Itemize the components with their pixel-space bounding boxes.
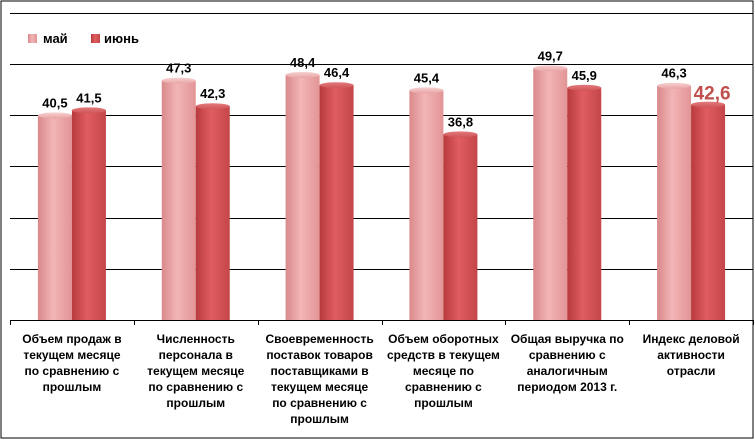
- category-label: Своевременность поставок товаров поставщик…: [265, 332, 373, 426]
- data-label: 48,4: [290, 55, 316, 70]
- category-label: Индекс деловой активности отрасли: [643, 332, 740, 378]
- data-label: 41,5: [76, 90, 101, 105]
- bar-june-4: [567, 84, 602, 320]
- gridlines: [10, 13, 753, 270]
- category-labels: Объем продаж в текущем месяце по сравнению…: [22, 332, 739, 426]
- legend-swatch: [28, 34, 37, 43]
- bars: [37, 65, 726, 321]
- category-label: Общая выручка по сравнению с аналогичным пе…: [511, 332, 624, 394]
- bar-may-4: [533, 65, 568, 320]
- bar-june-0: [71, 107, 106, 320]
- bar-june-1: [195, 103, 230, 321]
- data-label: 42,3: [200, 86, 225, 101]
- category-label: Объем оборотных средств в текущем месяце п…: [387, 332, 500, 410]
- data-label: 47,3: [166, 61, 191, 76]
- bar-may-1: [161, 77, 196, 321]
- category-axis: [10, 320, 754, 325]
- data-label: 46,3: [661, 66, 686, 81]
- bar-june-3: [443, 131, 478, 320]
- legend-swatch: [91, 34, 100, 43]
- data-label: 45,4: [414, 70, 440, 85]
- bar-june-2: [319, 82, 354, 320]
- legend-item-june: июнь: [91, 31, 139, 46]
- bar-june-5: [691, 101, 726, 320]
- legend: май июнь: [28, 31, 139, 46]
- data-label: 42,6: [694, 84, 731, 105]
- legend-label: июнь: [104, 31, 139, 46]
- category-label: Объем продаж в текущем месяце по сравнению…: [22, 332, 121, 394]
- legend-label: май: [43, 31, 68, 46]
- bar-may-0: [37, 112, 72, 320]
- category-label: Численность персонала в текущем месяце по с…: [147, 332, 245, 410]
- bar-may-2: [285, 71, 320, 320]
- data-labels: 40,5 41,5 47,3 42,3 48,4 46,4 45,4 36,8 49,7 45,9…: [42, 48, 730, 129]
- legend-item-may: май: [28, 31, 68, 46]
- data-label: 45,9: [572, 68, 597, 83]
- data-label: 49,7: [538, 48, 563, 63]
- bar-may-3: [409, 87, 444, 320]
- data-label: 40,5: [42, 95, 67, 110]
- bar-may-5: [657, 82, 692, 321]
- data-label: 36,8: [448, 114, 473, 129]
- data-label: 46,4: [324, 65, 350, 80]
